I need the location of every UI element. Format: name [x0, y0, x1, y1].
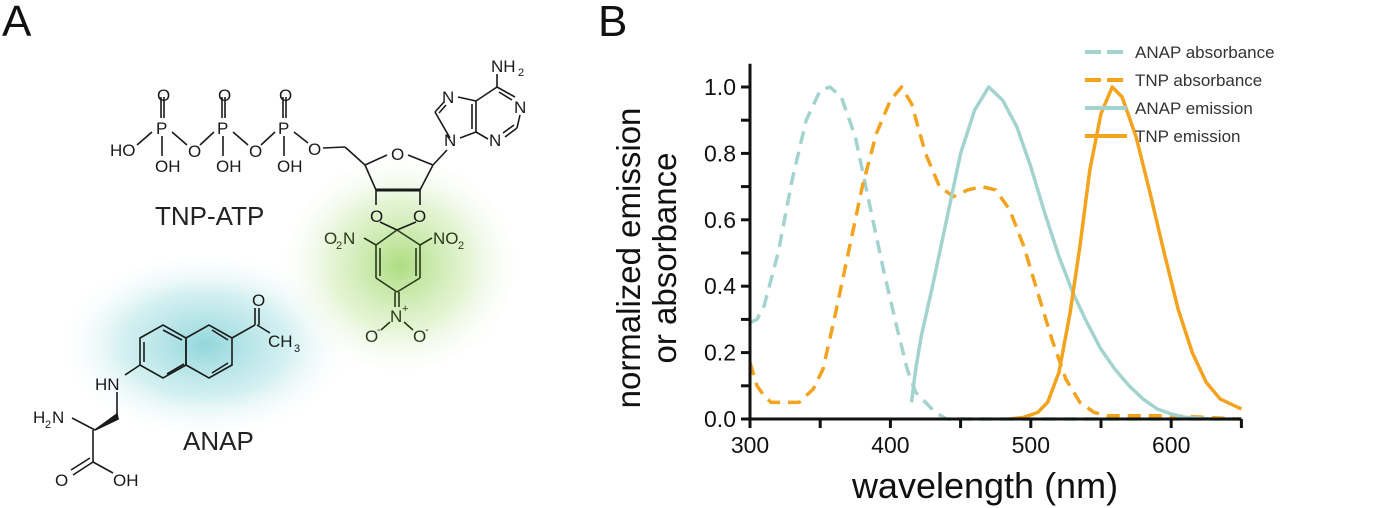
legend-label: ANAP emission [1135, 99, 1253, 118]
svg-text:N: N [442, 88, 454, 107]
svg-text:OH: OH [216, 157, 242, 176]
svg-text:N: N [390, 307, 402, 326]
y-tick-label: 0.4 [704, 273, 736, 299]
svg-text:P: P [217, 119, 228, 138]
svg-text:OH: OH [155, 157, 181, 176]
panel-label-a: A [2, 0, 32, 46]
legend-label: TNP emission [1135, 127, 1241, 146]
y-axis-label: normalized emission or absorbance [610, 108, 683, 409]
svg-text:2: 2 [458, 240, 464, 252]
svg-text:2: 2 [518, 67, 524, 79]
svg-text:OH: OH [113, 471, 139, 490]
svg-text:N: N [52, 408, 64, 427]
x-tick-label: 600 [1152, 432, 1190, 458]
y-tick-label: 0.6 [704, 207, 736, 233]
svg-text:N: N [444, 131, 456, 150]
svg-text:O: O [413, 327, 426, 346]
svg-text:O: O [55, 471, 68, 490]
svg-text:O: O [157, 86, 170, 105]
svg-text:2: 2 [45, 419, 51, 431]
y-tick-label: 0.2 [704, 340, 736, 366]
svg-text:N: N [489, 131, 501, 150]
anap-label: ANAP [183, 426, 254, 456]
svg-text:O: O [370, 207, 383, 226]
svg-text:NH: NH [491, 57, 516, 76]
svg-text:P: P [156, 119, 167, 138]
y-tick-label: 1.0 [704, 74, 736, 100]
svg-text:-: - [425, 324, 429, 336]
series-line-anap-emission [909, 85, 1242, 421]
svg-text:+: + [402, 303, 408, 315]
svg-text:NO: NO [433, 229, 459, 248]
tnp-atp-label: TNP-ATP [155, 201, 264, 231]
y-axis-label-line1: normalized emission [610, 108, 647, 409]
svg-text:O: O [413, 207, 426, 226]
svg-text:O: O [308, 140, 321, 159]
svg-text:N: N [343, 229, 355, 248]
svg-text:OH: OH [277, 157, 303, 176]
svg-text:2: 2 [336, 240, 342, 252]
svg-text:O: O [252, 291, 265, 310]
series-line-tnp-emission [1009, 85, 1243, 421]
svg-text:HN: HN [95, 375, 120, 394]
svg-text:N: N [514, 98, 526, 117]
svg-text:O: O [391, 145, 404, 164]
series-line-tnp-absorbance [748, 85, 1242, 421]
svg-text:O: O [188, 142, 201, 161]
svg-text:CH: CH [268, 332, 293, 351]
svg-text:P: P [278, 119, 289, 138]
x-tick-label: 400 [871, 432, 909, 458]
x-tick-label: 500 [1012, 432, 1050, 458]
svg-text:O: O [249, 142, 262, 161]
svg-text:O: O [279, 86, 292, 105]
legend-label: ANAP absorbance [1135, 43, 1275, 62]
y-tick-label: 0.0 [704, 406, 736, 432]
series-line-anap-absorbance [749, 85, 1242, 421]
x-tick-label: 300 [731, 432, 769, 458]
svg-text:H: H [33, 408, 45, 427]
tnp-glow [275, 150, 525, 380]
spectra-chart: 300 400 500 600 0.0 0.2 0.4 0.6 0.8 1.0 ANAP absor… [704, 43, 1275, 458]
svg-text:HO: HO [110, 141, 136, 160]
svg-text:O: O [365, 327, 378, 346]
panel-label-b: B [598, 0, 627, 46]
y-tick-label: 0.8 [704, 140, 736, 166]
anap-glow [55, 250, 355, 440]
svg-text:3: 3 [294, 343, 300, 355]
legend-label: TNP absorbance [1135, 71, 1262, 90]
svg-text:O: O [324, 229, 337, 248]
y-axis-label-line2: or absorbance [646, 153, 683, 364]
x-axis-label: wavelength (nm) [851, 465, 1118, 506]
svg-text:O: O [218, 86, 231, 105]
svg-text:-: - [377, 324, 381, 336]
